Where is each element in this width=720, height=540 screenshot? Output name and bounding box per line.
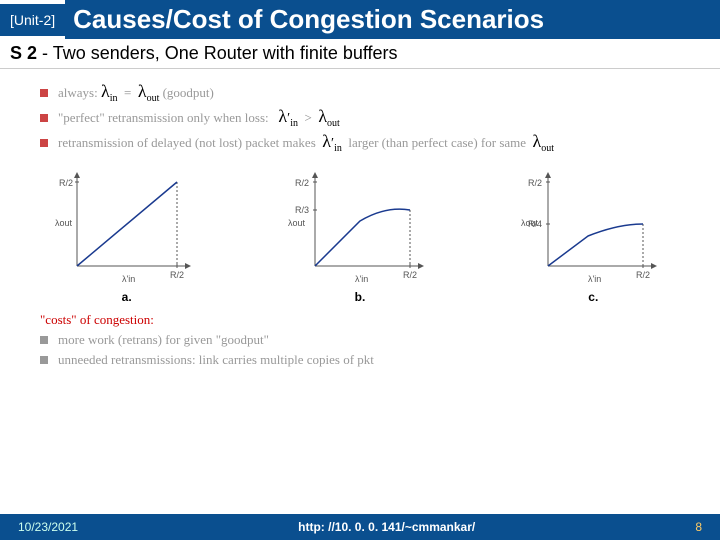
chart-b: R/2 R/3 R/2 λout λ'in b. (285, 166, 435, 304)
svg-text:λout: λout (288, 218, 306, 228)
bullet-1: always: λin = λout (goodput) (40, 81, 690, 102)
unit-badge: [Unit-2] (0, 4, 65, 36)
subtitle-row: S 2 - Two senders, One Router with finit… (0, 39, 720, 69)
svg-text:R/2: R/2 (403, 270, 417, 280)
cost-text: more work (retrans) for given "goodput" (58, 332, 269, 348)
bullet-icon (40, 139, 48, 147)
svg-text:λout: λout (55, 218, 73, 228)
bullet-icon (40, 336, 48, 344)
svg-text:λout: λout (521, 218, 539, 228)
footer-bar: 10/23/2021 http: //10. 0. 0. 141/~cmmank… (0, 514, 720, 540)
cost-bullet-1: more work (retrans) for given "goodput" (40, 332, 690, 348)
slide-title: Causes/Cost of Congestion Scenarios (65, 0, 720, 39)
svg-text:R/2: R/2 (59, 178, 73, 188)
chart-a: R/2 R/2 λout λ'in a. (52, 166, 202, 304)
svg-text:λ'in: λ'in (122, 274, 135, 284)
footer-url: http: //10. 0. 0. 141/~cmmankar/ (298, 520, 475, 534)
subtitle-rest: - Two senders, One Router with finite bu… (37, 43, 398, 63)
chart-b-label: b. (285, 290, 435, 304)
cost-bullet-2: unneeded retransmissions: link carries m… (40, 352, 690, 368)
svg-text:R/2: R/2 (295, 178, 309, 188)
bullet-text: always: λin = λout (goodput) (58, 81, 214, 102)
content-area: always: λin = λout (goodput) "perfect" r… (0, 69, 720, 152)
bullet-2: "perfect" retransmission only when loss:… (40, 106, 690, 127)
bullet-icon (40, 114, 48, 122)
chart-c: R/2 R/4 R/2 λout λ'in c. (518, 166, 668, 304)
bullet-icon (40, 356, 48, 364)
svg-text:λ'in: λ'in (588, 274, 601, 284)
footer-page: 8 (695, 520, 702, 534)
chart-c-svg: R/2 R/4 R/2 λout λ'in (518, 166, 668, 286)
header-bar: [Unit-2] Causes/Cost of Congestion Scena… (0, 0, 720, 39)
bullet-text: "perfect" retransmission only when loss:… (58, 106, 340, 127)
bullet-3: retransmission of delayed (not lost) pac… (40, 131, 690, 152)
scenario-subtitle: S 2 - Two senders, One Router with finit… (0, 39, 720, 68)
svg-text:R/2: R/2 (636, 270, 650, 280)
chart-c-label: c. (518, 290, 668, 304)
bullet-text: retransmission of delayed (not lost) pac… (58, 131, 554, 152)
svg-text:λ'in: λ'in (355, 274, 368, 284)
subtitle-prefix: S 2 (10, 43, 37, 63)
footer-date: 10/23/2021 (18, 520, 78, 534)
charts-row: R/2 R/2 λout λ'in a. R/2 R/3 R/2 λout λ'… (10, 166, 710, 304)
bullet-icon (40, 89, 48, 97)
svg-text:R/3: R/3 (295, 205, 309, 215)
costs-bullets: more work (retrans) for given "goodput" … (0, 332, 720, 368)
svg-text:R/2: R/2 (170, 270, 184, 280)
svg-text:R/2: R/2 (528, 178, 542, 188)
cost-text: unneeded retransmissions: link carries m… (58, 352, 374, 368)
chart-a-label: a. (52, 290, 202, 304)
chart-b-svg: R/2 R/3 R/2 λout λ'in (285, 166, 435, 286)
chart-a-svg: R/2 R/2 λout λ'in (52, 166, 202, 286)
costs-title: "costs" of congestion: (40, 312, 720, 328)
